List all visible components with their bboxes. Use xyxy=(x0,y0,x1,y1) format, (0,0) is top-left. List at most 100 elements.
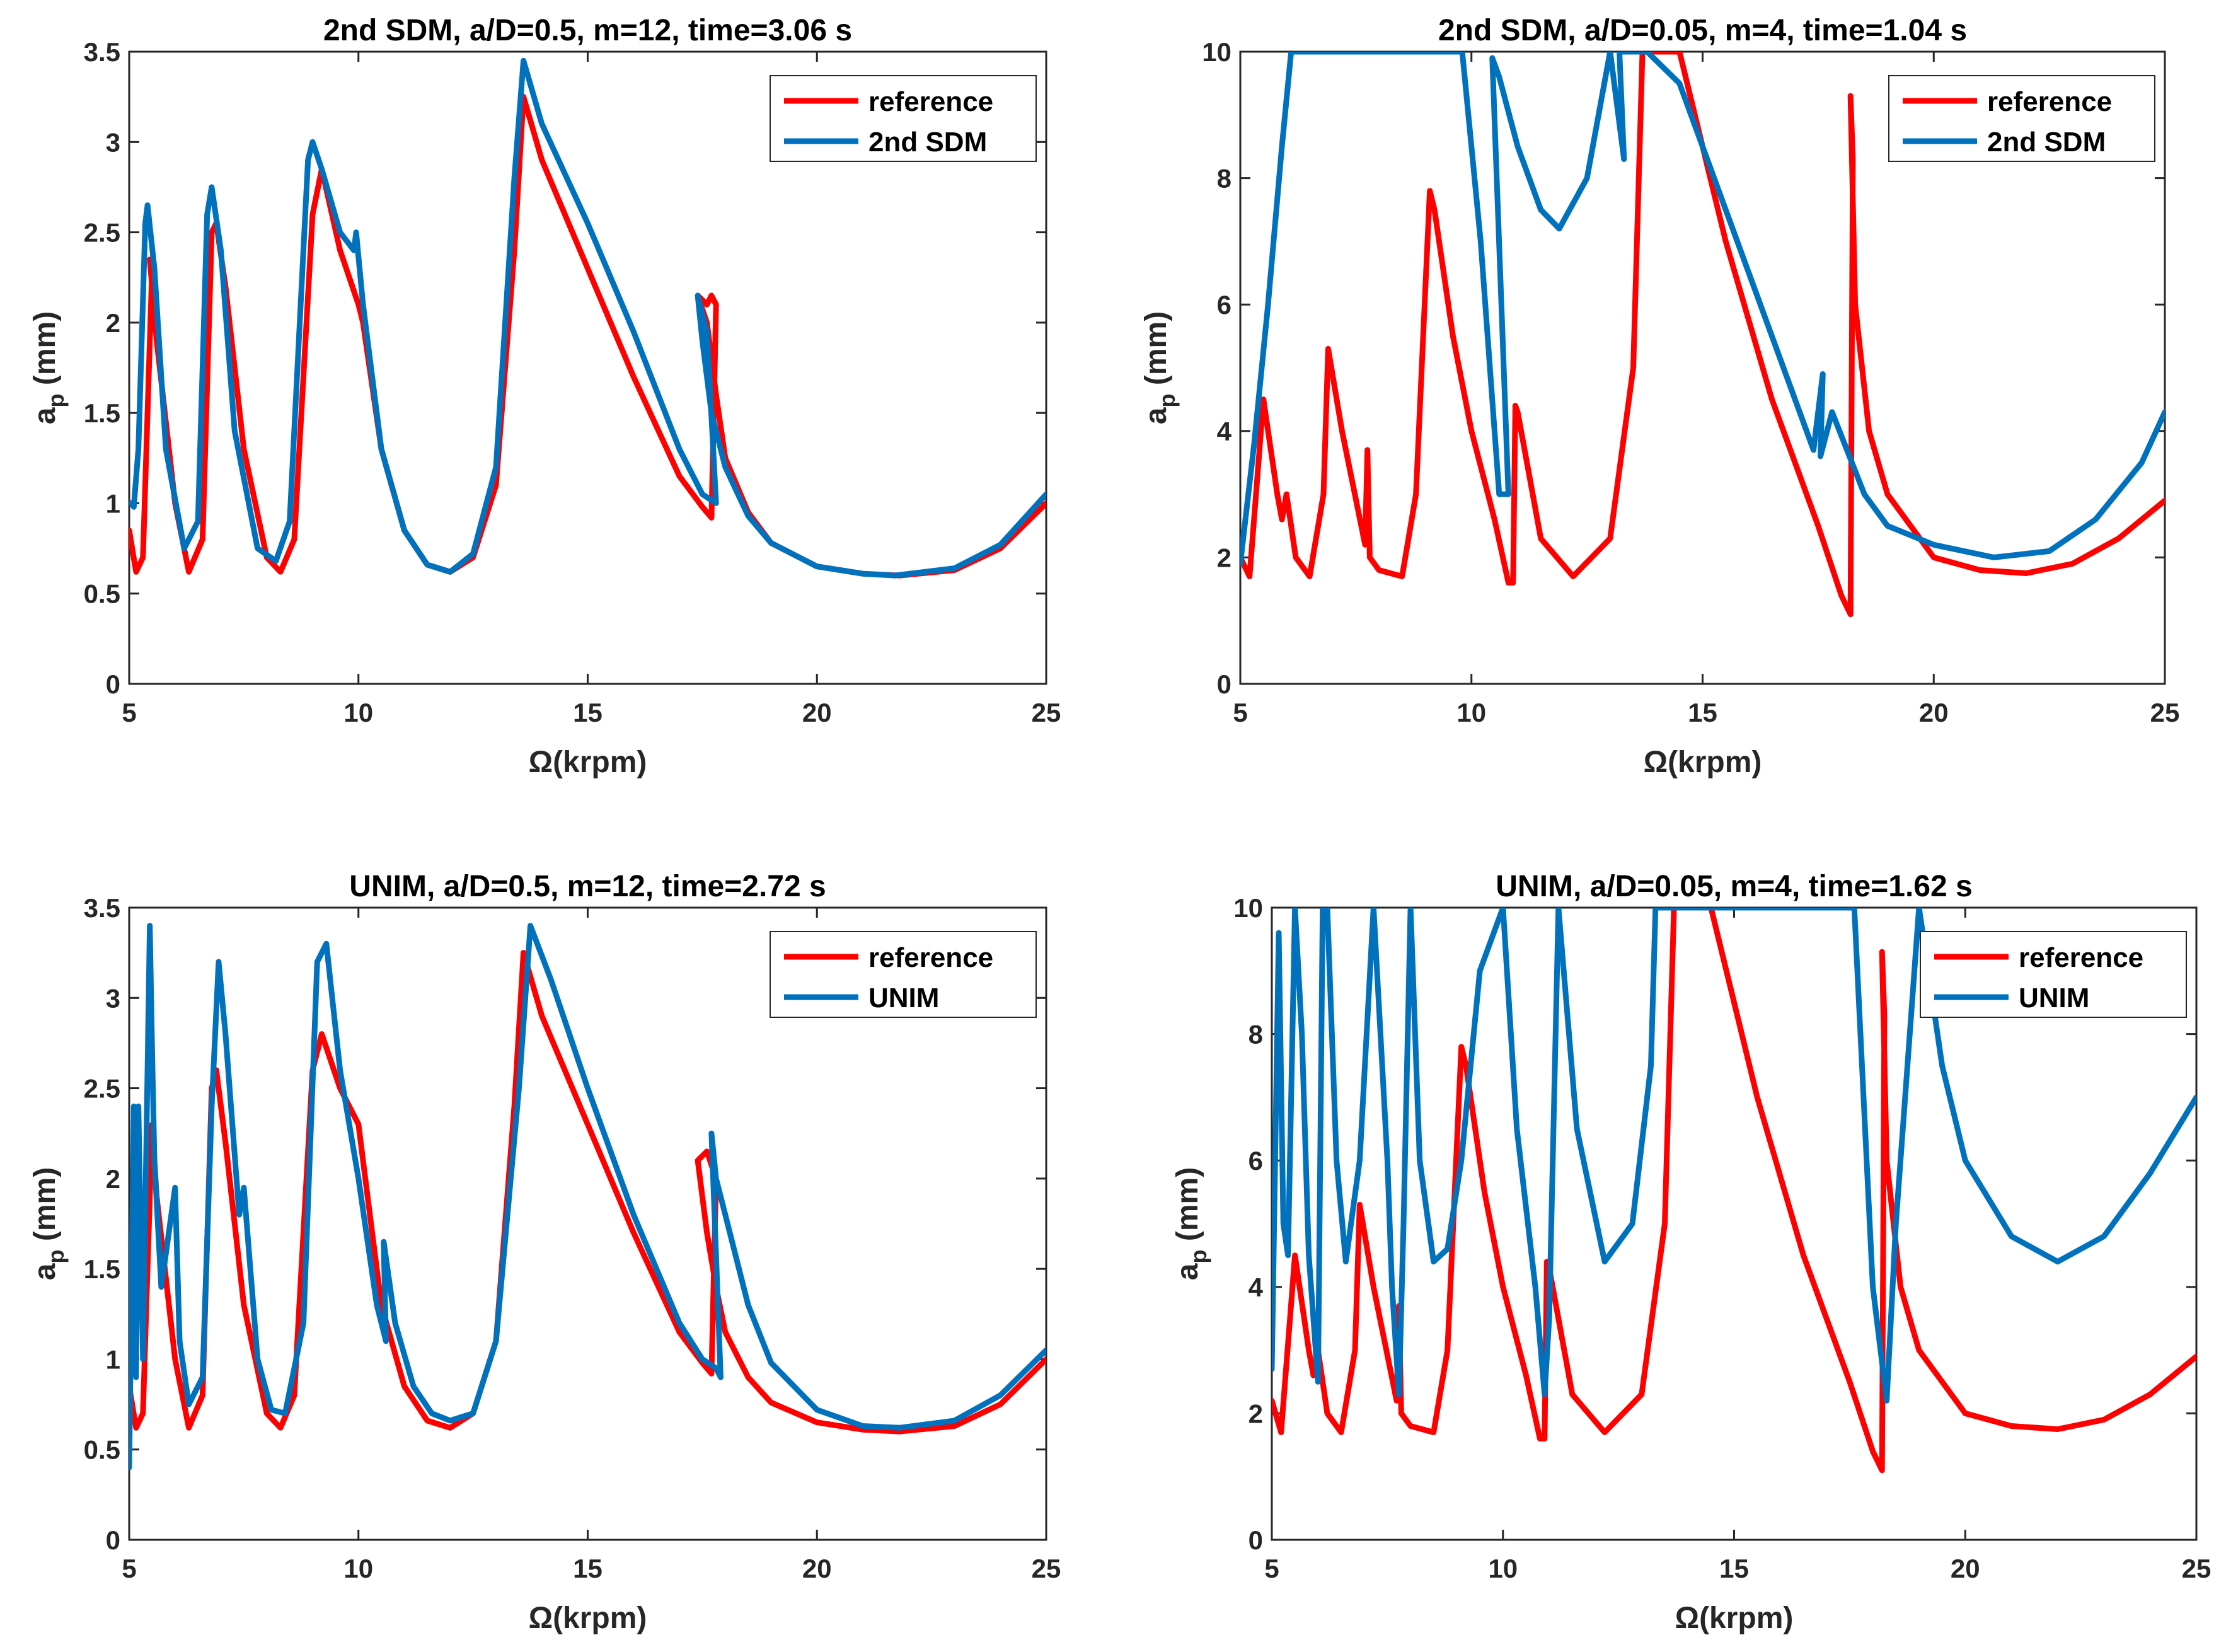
chart-panel-4: 5 10 15 20 25 0 2 4 6 8 10 UNIM, a/D=0.05, m=4, tim… xyxy=(1171,870,2211,1635)
chart-panel-2: 5 10 15 20 25 0 2 4 6 8 10 2nd SDM, a/D=0.05, m=4, … xyxy=(1139,14,2179,779)
legend-label: UNIM xyxy=(868,983,939,1014)
y-tick-label: 1 xyxy=(106,488,120,518)
y-tick-label: 4 xyxy=(1249,1273,1264,1302)
x-tick-label: 15 xyxy=(1688,698,1717,727)
x-tick-label: 20 xyxy=(1919,698,1949,727)
y-tick-label: 0 xyxy=(106,669,120,699)
legend-label: reference xyxy=(2019,942,2143,973)
y-axis-label-unit: (mm) xyxy=(1139,311,1173,394)
y-tick-label: 6 xyxy=(1249,1146,1263,1175)
y-tick-label: 3.5 xyxy=(84,37,120,67)
y-tick-label: 0 xyxy=(106,1525,120,1555)
y-tick-label: 0.5 xyxy=(84,1435,120,1465)
y-tick-label: 4 xyxy=(1217,417,1232,446)
x-tick-label: 5 xyxy=(122,698,136,727)
y-axis-label: ap (mm) xyxy=(28,311,69,424)
legend-label: UNIM xyxy=(2019,983,2089,1014)
y-axis-label: ap (mm) xyxy=(1171,1167,1211,1280)
y-axis-label-sub: p xyxy=(43,393,69,407)
y-axis-label-sub: p xyxy=(1154,393,1180,407)
series-group xyxy=(129,57,1046,579)
y-axis-label-main: a xyxy=(1171,1263,1204,1280)
y-axis-label-unit: (mm) xyxy=(28,311,62,394)
chart-title: UNIM, a/D=0.5, m=12, time=2.72 s xyxy=(349,870,826,903)
y-tick-label: 2 xyxy=(1249,1399,1263,1428)
y-axis-label-unit: (mm) xyxy=(1171,1167,1204,1250)
y-axis-label-main: a xyxy=(28,1263,62,1280)
y-axis-label-unit: (mm) xyxy=(28,1167,62,1250)
y-axis-label: ap (mm) xyxy=(1139,311,1180,424)
series-group xyxy=(1240,52,2165,618)
legend: reference 2nd SDM xyxy=(770,75,1037,162)
legend: reference UNIM xyxy=(770,931,1037,1018)
series-line-method xyxy=(1272,908,2196,1404)
x-tick-label: 15 xyxy=(573,698,603,727)
y-tick-label: 8 xyxy=(1249,1020,1263,1049)
y-axis-label-main: a xyxy=(1139,407,1173,424)
y-tick-label: 2 xyxy=(1217,543,1231,572)
legend-box xyxy=(770,75,1037,162)
series-group xyxy=(1272,908,2196,1474)
x-tick-label: 10 xyxy=(1488,1554,1518,1583)
x-tick-label: 20 xyxy=(802,698,832,727)
y-tick-label: 0.5 xyxy=(84,579,120,609)
legend-label: 2nd SDM xyxy=(1987,127,2106,158)
y-tick-label: 8 xyxy=(1217,164,1231,194)
x-tick-label: 5 xyxy=(122,1554,136,1583)
series-line-reference xyxy=(1240,52,2165,618)
y-axis-label-sub: p xyxy=(43,1249,69,1263)
x-axis-label: Ω(krpm) xyxy=(529,1602,647,1635)
x-axis-label: Ω(krpm) xyxy=(1675,1602,1794,1635)
y-tick-label: 3.5 xyxy=(84,893,120,923)
x-tick-label: 20 xyxy=(1951,1554,1980,1583)
series-line-method xyxy=(129,923,1046,1470)
y-axis-label: ap (mm) xyxy=(28,1167,69,1280)
legend-box xyxy=(770,931,1037,1018)
legend-label: reference xyxy=(868,86,993,117)
x-tick-label: 5 xyxy=(1233,698,1247,727)
chart-panel-3: 5 10 15 20 25 0 0.5 1 1.5 2 2.5 3 3.5 UNIM, a/D=0.5, … xyxy=(28,870,1061,1635)
x-tick-label: 10 xyxy=(343,698,373,727)
series-line-method xyxy=(129,57,1046,579)
y-tick-label: 2.5 xyxy=(84,1074,120,1104)
series-line-method xyxy=(1240,52,2165,567)
legend-label: reference xyxy=(1987,86,2112,117)
y-tick-label: 1 xyxy=(106,1344,120,1374)
legend: reference UNIM xyxy=(1920,931,2187,1018)
chart-title: 2nd SDM, a/D=0.05, m=4, time=1.04 s xyxy=(1438,14,1967,47)
x-tick-label: 25 xyxy=(2150,698,2180,727)
x-tick-label: 10 xyxy=(343,1554,373,1583)
x-tick-label: 20 xyxy=(802,1554,832,1583)
x-tick-label: 25 xyxy=(2182,1554,2212,1583)
y-tick-label: 3 xyxy=(106,127,120,157)
y-tick-label: 0 xyxy=(1217,669,1231,699)
x-tick-label: 25 xyxy=(1032,1554,1061,1583)
y-tick-label: 2 xyxy=(106,1164,120,1194)
y-tick-label: 10 xyxy=(1233,893,1263,923)
legend-label: 2nd SDM xyxy=(868,127,987,158)
y-axis-label-main: a xyxy=(28,407,62,424)
y-tick-label: 2.5 xyxy=(84,218,120,248)
x-tick-label: 15 xyxy=(573,1554,603,1583)
x-tick-label: 25 xyxy=(1032,698,1061,727)
x-tick-label: 15 xyxy=(1719,1554,1749,1583)
chart-panel-1: 5 10 15 20 25 0 0.5 1 1.5 2 2.5 3 3.5 2nd SDM, a/D=0.… xyxy=(28,14,1061,779)
y-tick-label: 2 xyxy=(106,308,120,338)
chart-title: 2nd SDM, a/D=0.5, m=12, time=3.06 s xyxy=(323,14,852,47)
legend: reference 2nd SDM xyxy=(1888,75,2155,162)
y-tick-label: 0 xyxy=(1249,1525,1263,1555)
y-tick-label: 1.5 xyxy=(84,398,120,428)
chart-title: UNIM, a/D=0.05, m=4, time=1.62 s xyxy=(1496,870,1972,903)
y-axis-label-sub: p xyxy=(1185,1249,1211,1263)
y-tick-label: 1.5 xyxy=(84,1254,120,1284)
x-axis-label: Ω(krpm) xyxy=(1644,746,1762,779)
x-tick-label: 5 xyxy=(1264,1554,1279,1583)
y-tick-label: 3 xyxy=(106,983,120,1013)
legend-box xyxy=(1888,75,2155,162)
y-tick-label: 6 xyxy=(1217,290,1231,320)
x-tick-label: 10 xyxy=(1456,698,1486,727)
legend-label: reference xyxy=(868,942,993,973)
y-tick-label: 10 xyxy=(1202,37,1231,67)
series-group xyxy=(129,923,1046,1470)
